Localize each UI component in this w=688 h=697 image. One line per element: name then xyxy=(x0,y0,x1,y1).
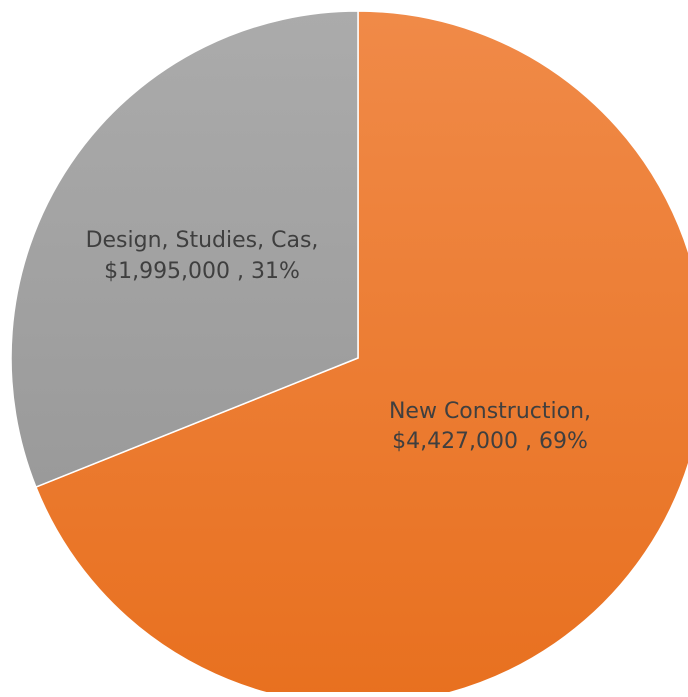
pie-slice-design-studies-cas xyxy=(10,10,359,489)
pie-slice-new-construction xyxy=(34,10,688,697)
pie-slices xyxy=(10,10,688,697)
data-label-new-construction-line1: New Construction, xyxy=(389,399,591,424)
data-label-new-construction-line2: $4,427,000 , 69% xyxy=(392,429,588,454)
pie-data-labels: New Construction, $4,427,000 , 69% Desig… xyxy=(86,228,591,454)
data-label-design-studies-line1: Design, Studies, Cas, xyxy=(86,228,319,253)
data-label-design-studies-line2: $1,995,000 , 31% xyxy=(104,259,300,284)
